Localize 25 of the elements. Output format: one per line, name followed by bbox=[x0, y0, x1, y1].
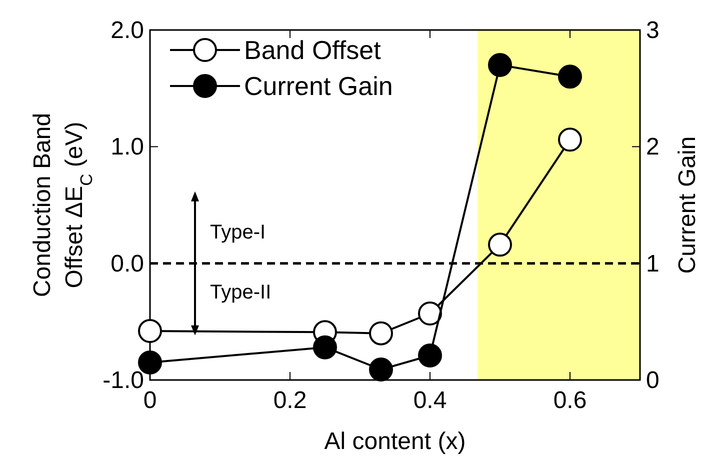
y2-tick-label: 0 bbox=[646, 367, 660, 394]
y-tick-label: 0.0 bbox=[110, 250, 144, 278]
point bbox=[488, 53, 512, 77]
point bbox=[313, 335, 337, 360]
annotation: Type-I bbox=[210, 221, 266, 244]
annotation: Type-II bbox=[210, 281, 272, 304]
point bbox=[369, 358, 393, 382]
x-axis-title: Al content (x) bbox=[324, 428, 466, 455]
y2-tick-label: 2 bbox=[646, 134, 660, 161]
y-tick-label: 1.0 bbox=[110, 134, 144, 161]
legend-label: Current Gain bbox=[244, 71, 393, 101]
point bbox=[558, 64, 582, 89]
y2-tick-label: 1 bbox=[646, 250, 660, 278]
x-tick-label: 0.6 bbox=[553, 387, 587, 414]
y2-axis-title: Current Gain bbox=[674, 136, 701, 274]
y-tick-label: 2.0 bbox=[110, 17, 144, 44]
x-tick-label: 0.2 bbox=[273, 387, 307, 414]
y2-tick-label: 3 bbox=[646, 17, 660, 44]
y-tick-label: -1.0 bbox=[102, 367, 144, 394]
legend-label: Band Offset bbox=[244, 35, 382, 65]
x-tick-label: 0 bbox=[143, 387, 157, 414]
point bbox=[418, 344, 442, 368]
point bbox=[558, 128, 582, 152]
x-tick-label: 0.4 bbox=[413, 387, 447, 414]
point bbox=[488, 232, 512, 257]
